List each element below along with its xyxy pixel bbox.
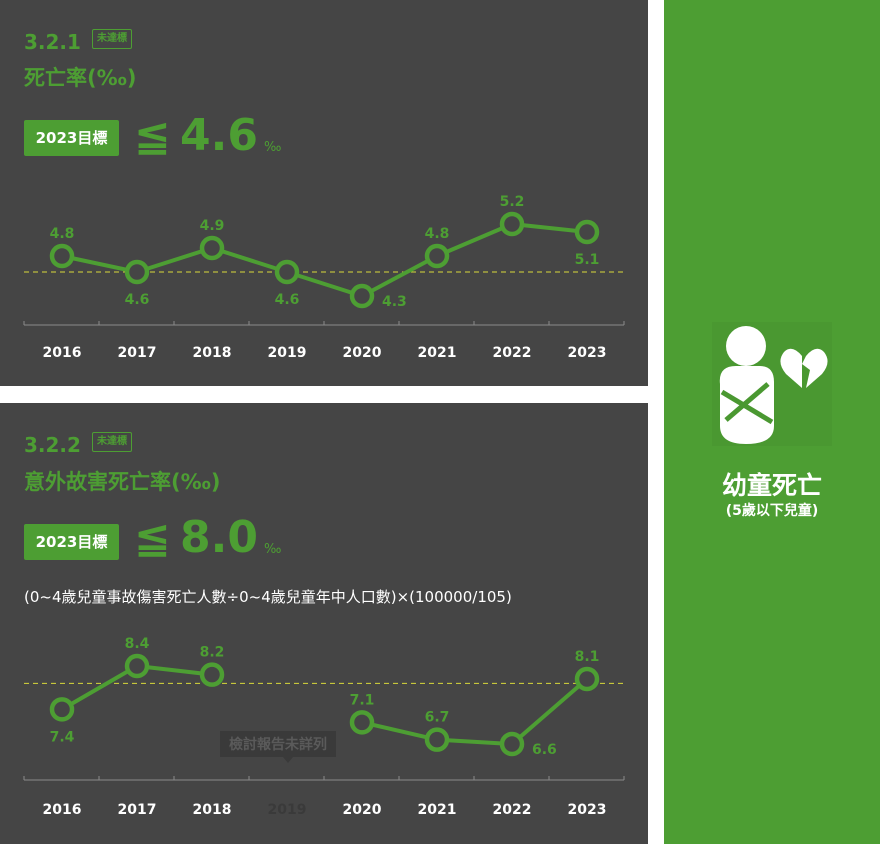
chart-panel-accident-mortality <box>0 403 648 844</box>
data-point <box>574 219 600 245</box>
data-point <box>199 662 225 687</box>
data-point <box>349 710 375 735</box>
data-point <box>574 666 600 692</box>
x-tick-label: 2020 <box>343 345 382 361</box>
infant-broken-heart-icon <box>712 322 832 446</box>
x-tick-label: 2021 <box>418 345 457 361</box>
formula-text: (0~4歲兒童事故傷害死亡人數÷0~4歲兒童年中人口數)×(100000/105… <box>24 588 512 606</box>
status-badge: 未達標 <box>92 432 132 452</box>
x-tick-label: 2022 <box>493 345 532 361</box>
series-line <box>61 222 588 298</box>
data-label: 7.1 <box>350 692 375 708</box>
data-label: 4.9 <box>200 218 225 234</box>
data-label: 4.6 <box>275 292 300 308</box>
data-point <box>424 243 450 269</box>
data-point <box>199 235 225 261</box>
data-label: 8.2 <box>200 645 225 661</box>
data-label: 4.8 <box>425 226 450 242</box>
status-badge: 未達標 <box>92 29 132 49</box>
data-point <box>49 243 75 269</box>
data-label: 8.4 <box>125 636 150 652</box>
target-operator: ≦ <box>134 512 171 563</box>
data-label: 5.2 <box>500 194 525 210</box>
data-label: 4.8 <box>50 226 75 242</box>
metric-title: 死亡率(‰) <box>24 66 137 90</box>
data-point <box>49 697 75 722</box>
data-point <box>124 259 150 285</box>
x-tick-label: 2023 <box>568 802 607 818</box>
data-point <box>499 731 525 757</box>
x-tick-label: 2017 <box>118 345 157 361</box>
target-unit: ‰ <box>264 542 282 557</box>
data-point <box>499 211 525 237</box>
x-tick-label: 2016 <box>43 802 82 818</box>
x-tick-label: 2022 <box>493 802 532 818</box>
missing-data-note: 檢討報告未詳列 <box>220 731 336 757</box>
data-label: 7.4 <box>50 729 75 745</box>
line-chart-mortality: 4.8 4.6 4.9 4.6 4.3 4.8 5.2 5.1 2016 2017 2018 2019… <box>23 194 625 361</box>
x-tick-label: 2019 <box>268 345 307 361</box>
target-label: 2023目標 <box>24 524 119 560</box>
indicator-code: 3.2.2 <box>24 433 81 457</box>
x-tick-label: 2021 <box>418 802 457 818</box>
x-tick-label: 2019 <box>268 802 307 818</box>
target-operator: ≦ <box>134 110 171 161</box>
x-tick-label: 2016 <box>43 345 82 361</box>
target-unit: ‰ <box>264 140 282 155</box>
data-point <box>424 727 450 752</box>
note-pointer <box>283 757 293 763</box>
line-chart-accident-mortality: 7.4 8.4 8.2 7.1 6.7 6.6 8.1 2016 2017 2018 2019 202… <box>23 636 625 818</box>
x-tick-label: 2018 <box>193 802 232 818</box>
data-label: 6.6 <box>532 742 557 758</box>
target-label: 2023目標 <box>24 120 119 156</box>
data-label: 8.1 <box>575 649 600 665</box>
x-tick-label: 2018 <box>193 345 232 361</box>
target-value: 4.6 <box>180 110 258 161</box>
data-point <box>274 259 300 285</box>
sidebar-subtitle: (5歲以下兒童) <box>725 503 819 519</box>
data-point <box>124 653 150 679</box>
target-value: 8.0 <box>180 512 258 563</box>
x-tick-label: 2020 <box>343 802 382 818</box>
x-tick-label: 2017 <box>118 802 157 818</box>
data-label: 5.1 <box>575 252 600 268</box>
series-line <box>361 677 589 746</box>
indicator-code: 3.2.1 <box>24 30 81 54</box>
data-label: 4.6 <box>125 292 150 308</box>
data-label: 4.3 <box>382 294 407 310</box>
data-label: 6.7 <box>425 710 450 726</box>
x-tick-label: 2023 <box>568 345 607 361</box>
data-point <box>349 283 375 309</box>
metric-title: 意外故害死亡率(‰) <box>24 470 221 494</box>
sidebar-title: 幼童死亡 <box>721 471 822 500</box>
